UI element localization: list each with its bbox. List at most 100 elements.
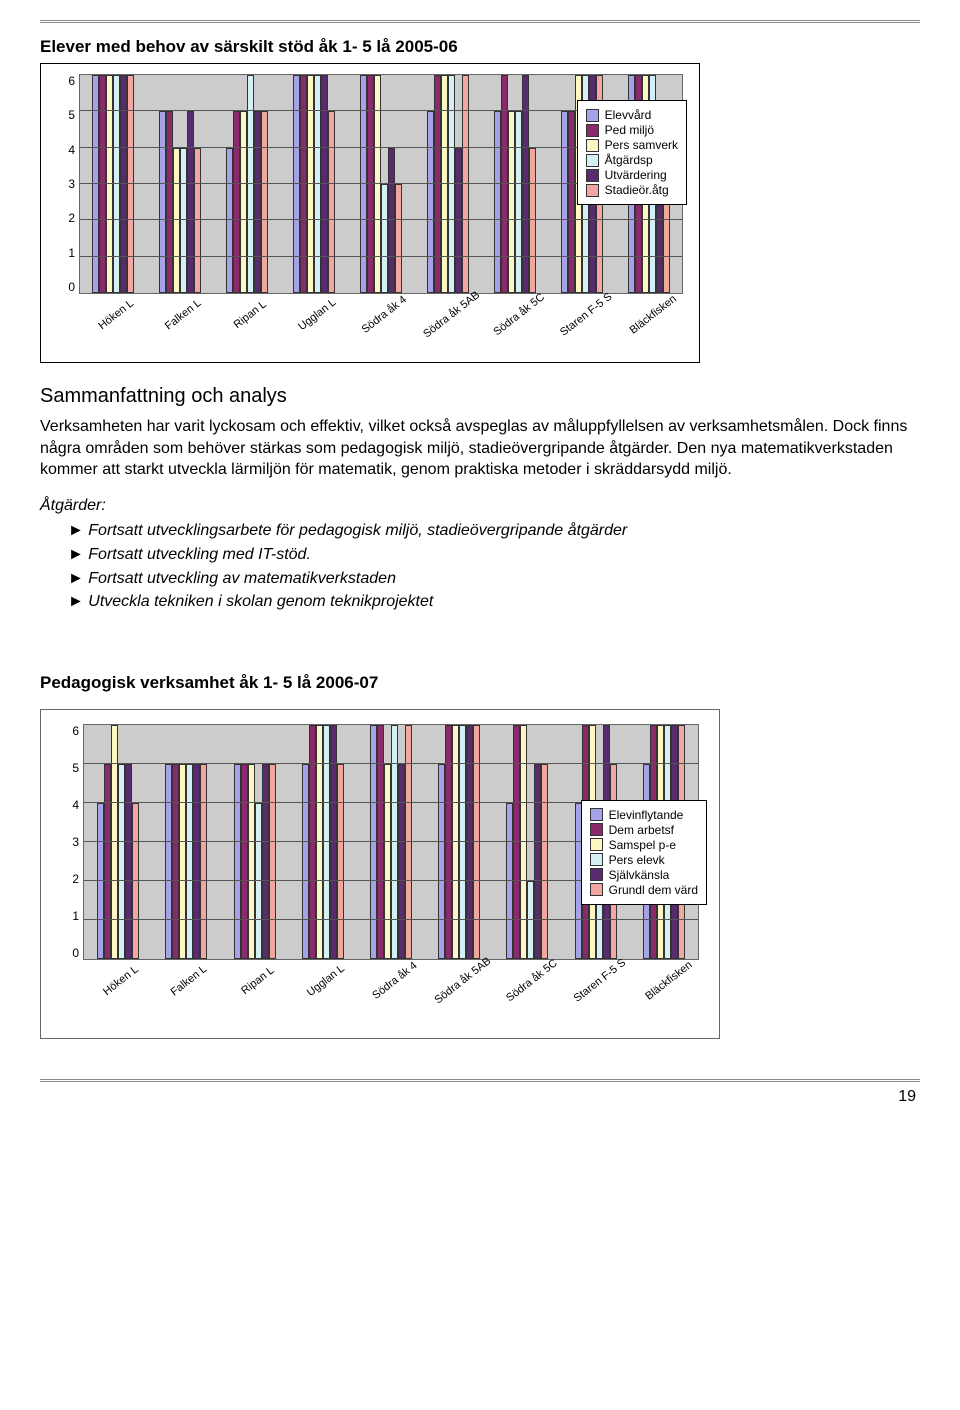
chart2-x-labels: Höken LFalken LRipan LUgglan LSödra åk 4… (83, 960, 699, 1014)
bar (262, 764, 269, 959)
chart1-x-labels: Höken LFalken LRipan LUgglan LSödra åk 4… (79, 294, 683, 348)
bar (367, 75, 374, 293)
bar (159, 111, 166, 293)
legend-label: Elevinflytande (609, 808, 684, 822)
bar (337, 764, 344, 959)
bar (200, 764, 207, 959)
bar (520, 725, 527, 959)
bar (398, 764, 405, 959)
bar-group (357, 725, 425, 959)
legend-swatch (586, 154, 599, 167)
bar (473, 725, 480, 959)
bar (241, 764, 248, 959)
action-item: Utveckla tekniken i skolan genom teknikp… (68, 591, 920, 613)
bar (513, 725, 520, 959)
bar (127, 75, 134, 293)
bar (92, 75, 99, 293)
legend-item: Grundl dem värd (590, 883, 698, 897)
bar (179, 764, 186, 959)
bar (193, 764, 200, 959)
legend-item: Utvärdering (586, 168, 678, 182)
y-tick: 3 (72, 835, 79, 849)
bar (508, 111, 515, 293)
bar (568, 111, 575, 293)
bar-group (214, 75, 281, 293)
bar (438, 764, 445, 959)
bar-group (84, 725, 152, 959)
legend-item: Samspel p-e (590, 838, 698, 852)
bar-group (425, 725, 493, 959)
legend-label: Självkänsla (609, 868, 670, 882)
x-label: Bläckfisken (638, 955, 725, 1040)
legend-swatch (590, 853, 603, 866)
legend-swatch (590, 823, 603, 836)
legend-swatch (586, 124, 599, 137)
legend-swatch (590, 808, 603, 821)
bar (125, 764, 132, 959)
bar-group (493, 725, 561, 959)
bar (307, 75, 314, 293)
action-item: Fortsatt utveckling av matematikverkstad… (68, 568, 920, 590)
legend-swatch (586, 184, 599, 197)
bar (445, 725, 452, 959)
bar-group (289, 725, 357, 959)
bar (405, 725, 412, 959)
legend-label: Utvärdering (605, 168, 667, 182)
legend-label: Pers elevk (609, 853, 665, 867)
bar (441, 75, 448, 293)
bar (321, 75, 328, 293)
actions-list: Fortsatt utvecklingsarbete för pedagogis… (68, 520, 920, 612)
bar (360, 75, 367, 293)
bar (120, 75, 127, 293)
bar (309, 725, 316, 959)
y-tick: 5 (72, 761, 79, 775)
legend-label: Grundl dem värd (609, 883, 698, 897)
chart2: 6543210 Höken LFalken LRipan LUgglan LSö… (40, 709, 720, 1039)
footer-rule (40, 1079, 920, 1082)
bar-group (414, 75, 481, 293)
bar (104, 764, 111, 959)
bar (186, 764, 193, 959)
actions-label: Åtgärder: (40, 495, 920, 517)
legend-item: Stadieör.åtg (586, 183, 678, 197)
y-tick: 4 (68, 143, 75, 157)
bar (330, 725, 337, 959)
bar-group (152, 725, 220, 959)
bar (240, 111, 247, 293)
legend-label: Stadieör.åtg (605, 183, 669, 197)
top-rule (40, 20, 920, 23)
bar (501, 75, 508, 293)
y-tick: 3 (68, 177, 75, 191)
bar (515, 111, 522, 293)
chart2-title: Pedagogisk verksamhet åk 1- 5 lå 2006-07 (40, 673, 920, 693)
bar (323, 725, 330, 959)
bar (106, 75, 113, 293)
legend-label: Elevvård (605, 108, 652, 122)
y-tick: 0 (72, 946, 79, 960)
bar (374, 75, 381, 293)
bar (459, 725, 466, 959)
y-tick: 2 (68, 211, 75, 225)
bar (448, 75, 455, 293)
bar (314, 75, 321, 293)
legend-item: Pers elevk (590, 853, 698, 867)
bar (466, 725, 473, 959)
legend-label: Samspel p-e (609, 838, 676, 852)
bar (99, 75, 106, 293)
bar (302, 764, 309, 959)
legend-label: Åtgärdsp (605, 153, 653, 167)
bar (166, 111, 173, 293)
legend-swatch (586, 109, 599, 122)
bar (111, 725, 118, 959)
legend-item: Elevvård (586, 108, 678, 122)
bar (370, 725, 377, 959)
bar (113, 75, 120, 293)
chart2-y-axis: 6543210 (55, 724, 83, 960)
legend-label: Ped miljö (605, 123, 654, 137)
bar (233, 111, 240, 293)
x-label: Bläckfisken (623, 289, 709, 373)
bar (118, 764, 125, 959)
y-tick: 2 (72, 872, 79, 886)
bar (561, 111, 568, 293)
chart1: 6543210 Höken LFalken LRipan LUgglan LSö… (40, 63, 700, 363)
